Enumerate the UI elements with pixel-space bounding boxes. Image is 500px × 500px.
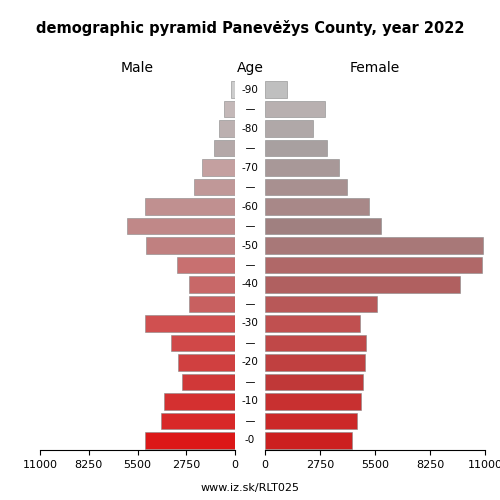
Text: -0: -0: [245, 436, 255, 446]
Bar: [265, 179, 347, 196]
Text: -50: -50: [242, 240, 258, 250]
Bar: [146, 432, 235, 448]
Bar: [265, 256, 482, 274]
Bar: [265, 334, 366, 351]
Text: -30: -30: [242, 318, 258, 328]
Text: -10: -10: [242, 396, 258, 406]
Bar: [189, 296, 235, 312]
Bar: [162, 412, 235, 429]
Bar: [265, 315, 360, 332]
Bar: [265, 160, 339, 176]
Text: Male: Male: [121, 61, 154, 75]
Bar: [224, 101, 235, 117]
Text: -40: -40: [242, 280, 258, 289]
Bar: [182, 374, 235, 390]
Bar: [189, 276, 235, 292]
Bar: [265, 354, 365, 370]
Bar: [144, 198, 235, 215]
Bar: [164, 393, 235, 409]
Bar: [265, 393, 361, 409]
Text: -80: -80: [242, 124, 258, 134]
Bar: [265, 374, 363, 390]
Bar: [144, 315, 235, 332]
Text: -70: -70: [242, 162, 258, 172]
Bar: [178, 354, 235, 370]
Bar: [265, 276, 460, 292]
Text: www.iz.sk/RLT025: www.iz.sk/RLT025: [200, 482, 300, 492]
Bar: [194, 179, 235, 196]
Bar: [127, 218, 235, 234]
Bar: [176, 256, 235, 274]
Bar: [265, 296, 377, 312]
Bar: [265, 198, 369, 215]
Bar: [265, 101, 325, 117]
Bar: [171, 334, 235, 351]
Bar: [219, 120, 235, 137]
Text: -60: -60: [242, 202, 258, 211]
Bar: [265, 238, 483, 254]
Bar: [232, 82, 235, 98]
Text: Female: Female: [350, 61, 400, 75]
Bar: [265, 120, 313, 137]
Text: -90: -90: [242, 84, 258, 94]
Bar: [265, 412, 357, 429]
Bar: [146, 238, 235, 254]
Bar: [202, 160, 235, 176]
Text: Age: Age: [236, 61, 264, 75]
Text: demographic pyramid Panevėžys County, year 2022: demographic pyramid Panevėžys County, ye…: [36, 20, 464, 36]
Bar: [265, 432, 352, 448]
Text: -20: -20: [242, 358, 258, 368]
Bar: [265, 140, 327, 156]
Bar: [265, 82, 287, 98]
Bar: [214, 140, 235, 156]
Bar: [265, 218, 381, 234]
